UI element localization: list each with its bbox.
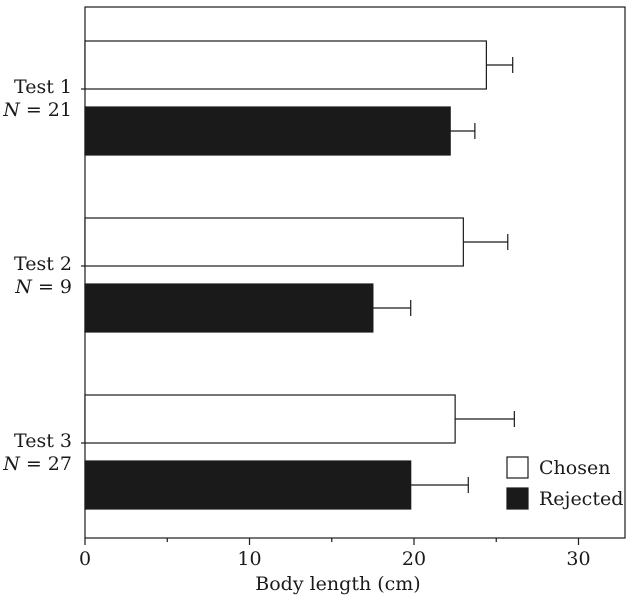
n-symbol: N [2, 453, 21, 475]
bar-rejected-2 [84, 283, 374, 333]
n-symbol: N [14, 276, 33, 298]
n-symbol: N [2, 99, 21, 121]
category-label-n: N = 9 [14, 276, 72, 298]
x-tick-label: 30 [566, 548, 590, 570]
category-label-n: N = 21 [2, 99, 72, 121]
x-tick-label: 10 [237, 548, 261, 570]
bar-rejected-1 [84, 106, 451, 156]
x-axis-ticks: 0 10 20 30 [79, 538, 591, 570]
bar-chosen-2 [84, 217, 464, 267]
category-label-test: Test 3 [14, 430, 72, 452]
error-bars [372, 57, 515, 493]
legend-swatch-chosen [506, 456, 529, 479]
bar-rejected-3 [84, 460, 412, 510]
n-value: = 9 [32, 276, 72, 298]
category-label-test: Test 2 [14, 253, 72, 275]
category-label-test: Test 1 [14, 76, 72, 98]
n-value: = 21 [20, 99, 72, 121]
x-tick-label: 20 [402, 548, 426, 570]
legend: Chosen Rejected [506, 456, 623, 510]
x-tick-label: 0 [79, 548, 91, 570]
legend-label-chosen: Chosen [539, 457, 610, 479]
bar-chosen-1 [84, 40, 487, 90]
bar-chosen-3 [84, 394, 456, 444]
category-label-n: N = 27 [2, 453, 72, 475]
legend-label-rejected: Rejected [539, 488, 623, 510]
legend-swatch-rejected [506, 487, 529, 510]
bars [84, 40, 487, 510]
plot-frame [84, 6, 626, 539]
n-value: = 27 [20, 453, 72, 475]
x-axis-label: Body length (cm) [255, 573, 420, 595]
